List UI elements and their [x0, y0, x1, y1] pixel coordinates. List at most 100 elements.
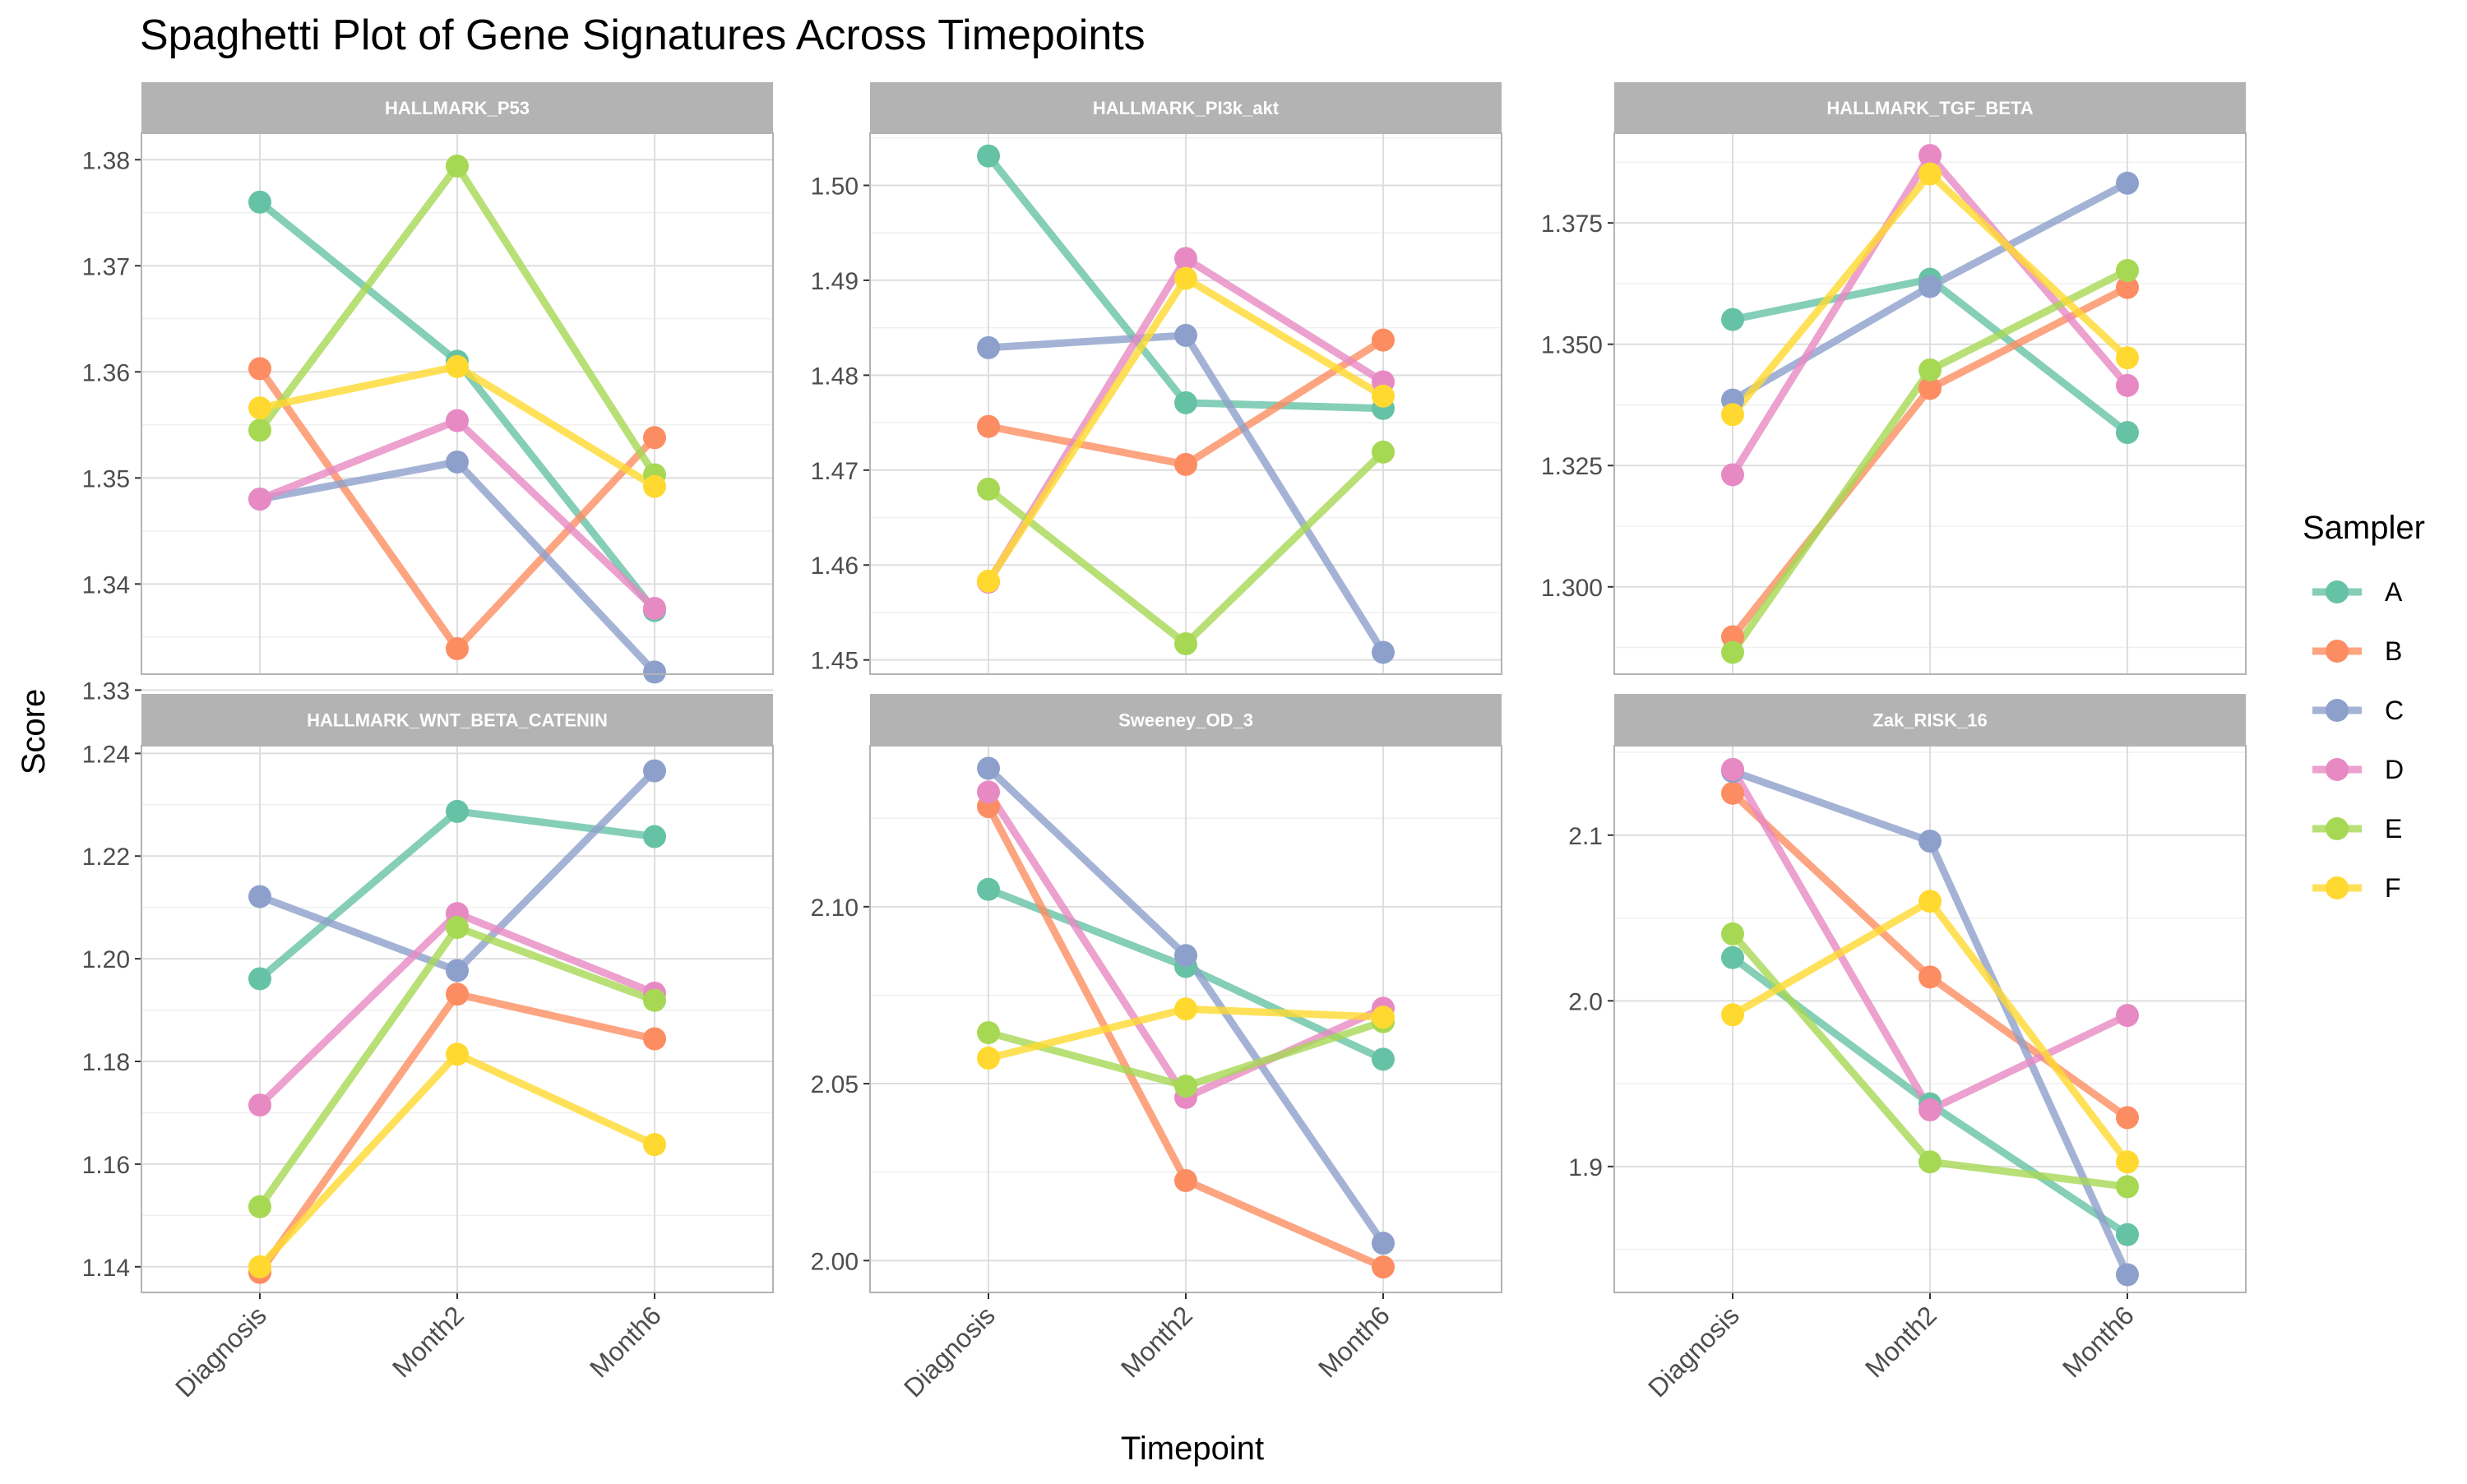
y-tick-label: 2.00 [811, 1248, 859, 1275]
data-point [2116, 1004, 2139, 1028]
facet-strip-label: HALLMARK_P53 [385, 98, 530, 118]
facet-strip [1614, 694, 2246, 746]
data-point [977, 477, 1000, 501]
legend-entry: E [2312, 814, 2402, 844]
y-tick-label: 2.0 [1568, 988, 1603, 1015]
y-tick-label: 2.1 [1568, 823, 1603, 850]
data-point [1174, 266, 1197, 290]
facet-strip-label: Sweeney_OD_3 [1118, 710, 1253, 731]
data-point [643, 759, 666, 783]
panel-border [869, 132, 1502, 675]
data-point [1174, 452, 1197, 476]
legend-key-point [2326, 758, 2349, 781]
data-point [1372, 440, 1395, 464]
facet-strip-label: HALLMARK_PI3k_akt [1093, 98, 1280, 118]
y-tick-label: 1.35 [82, 465, 130, 492]
facet-panel: HALLMARK_TGF_BETA 1.300 1.325 1.350 1.375 [1541, 82, 2247, 675]
legend-entry: C [2312, 696, 2404, 725]
data-point [643, 988, 666, 1012]
data-point [643, 1027, 666, 1051]
data-point [643, 474, 666, 498]
legend-title: Sampler [2303, 510, 2425, 546]
y-tick-label: 1.34 [82, 571, 130, 599]
data-point [977, 335, 1000, 359]
data-point [446, 637, 469, 661]
data-point [1372, 1006, 1395, 1029]
data-point [1919, 162, 1942, 186]
y-tick-label: 2.05 [811, 1071, 859, 1098]
data-point [446, 409, 469, 432]
data-point [1174, 632, 1197, 656]
data-point [248, 885, 271, 908]
y-tick-label: 1.48 [811, 363, 859, 390]
data-point [977, 414, 1000, 438]
data-point [248, 1093, 271, 1117]
data-point [1174, 1075, 1197, 1098]
facet-strip [870, 82, 1502, 133]
y-tick-label: 1.45 [811, 648, 859, 675]
data-point [248, 396, 271, 420]
y-tick-label: 1.33 [82, 677, 130, 705]
y-tick-label: 1.20 [82, 946, 130, 973]
data-point [1372, 1232, 1395, 1255]
data-point [1919, 275, 1942, 298]
y-tick-label: 1.37 [82, 253, 130, 280]
data-point [1721, 781, 1744, 805]
data-point [1174, 247, 1197, 270]
data-point [1919, 965, 1942, 989]
data-point [2116, 1223, 2139, 1246]
data-point [1919, 1150, 1942, 1174]
panel-border [141, 745, 774, 1293]
data-point [248, 1195, 271, 1218]
legend-key-point [2326, 817, 2349, 840]
data-point [248, 488, 271, 511]
data-point [446, 959, 469, 982]
data-point [2116, 171, 2139, 195]
data-point [1174, 391, 1197, 414]
data-point [1919, 1098, 1942, 1121]
data-point [446, 354, 469, 378]
data-point [1174, 323, 1197, 347]
legend-label: A [2385, 577, 2403, 607]
data-point [1919, 830, 1942, 853]
data-point [2116, 1106, 2139, 1130]
y-tick-label: 1.325 [1541, 453, 1603, 480]
data-point [643, 825, 666, 848]
data-point [1372, 640, 1395, 664]
data-point [977, 877, 1000, 901]
panel-border [1613, 745, 2247, 1293]
data-point [2116, 346, 2139, 370]
data-point [2116, 259, 2139, 283]
y-tick-label: 1.18 [82, 1049, 130, 1076]
facet-panel: HALLMARK_PI3k_akt 1.45 1.46 1.47 1.48 1.49 1.5… [811, 82, 1502, 675]
y-tick-label: 1.375 [1541, 210, 1603, 238]
y-tick-label: 1.16 [82, 1152, 130, 1179]
facet-strip [141, 694, 773, 746]
data-point [248, 1255, 271, 1278]
facet-strip [141, 82, 773, 133]
data-point [1721, 922, 1744, 945]
data-point [977, 1021, 1000, 1045]
data-point [643, 1133, 666, 1157]
legend-label: E [2385, 814, 2402, 844]
data-point [446, 154, 469, 178]
legend: Sampler AB C D EF [2303, 510, 2425, 903]
data-point [1174, 944, 1197, 968]
data-point [446, 982, 469, 1006]
data-point [643, 426, 666, 450]
panel-border [141, 132, 774, 675]
y-tick-label: 1.50 [811, 173, 859, 200]
data-point [446, 799, 469, 823]
facet-strip [870, 694, 1502, 746]
y-tick-label: 2.10 [811, 895, 859, 922]
data-point [446, 1042, 469, 1066]
chart-title: Spaghetti Plot of Gene Signatures Across… [140, 12, 1146, 59]
data-point [1372, 328, 1395, 352]
data-point [2116, 373, 2139, 397]
panel-border [869, 745, 1502, 1293]
data-point [1174, 1168, 1197, 1192]
y-tick-label: 1.38 [82, 147, 130, 174]
y-tick-label: 1.9 [1568, 1154, 1603, 1181]
